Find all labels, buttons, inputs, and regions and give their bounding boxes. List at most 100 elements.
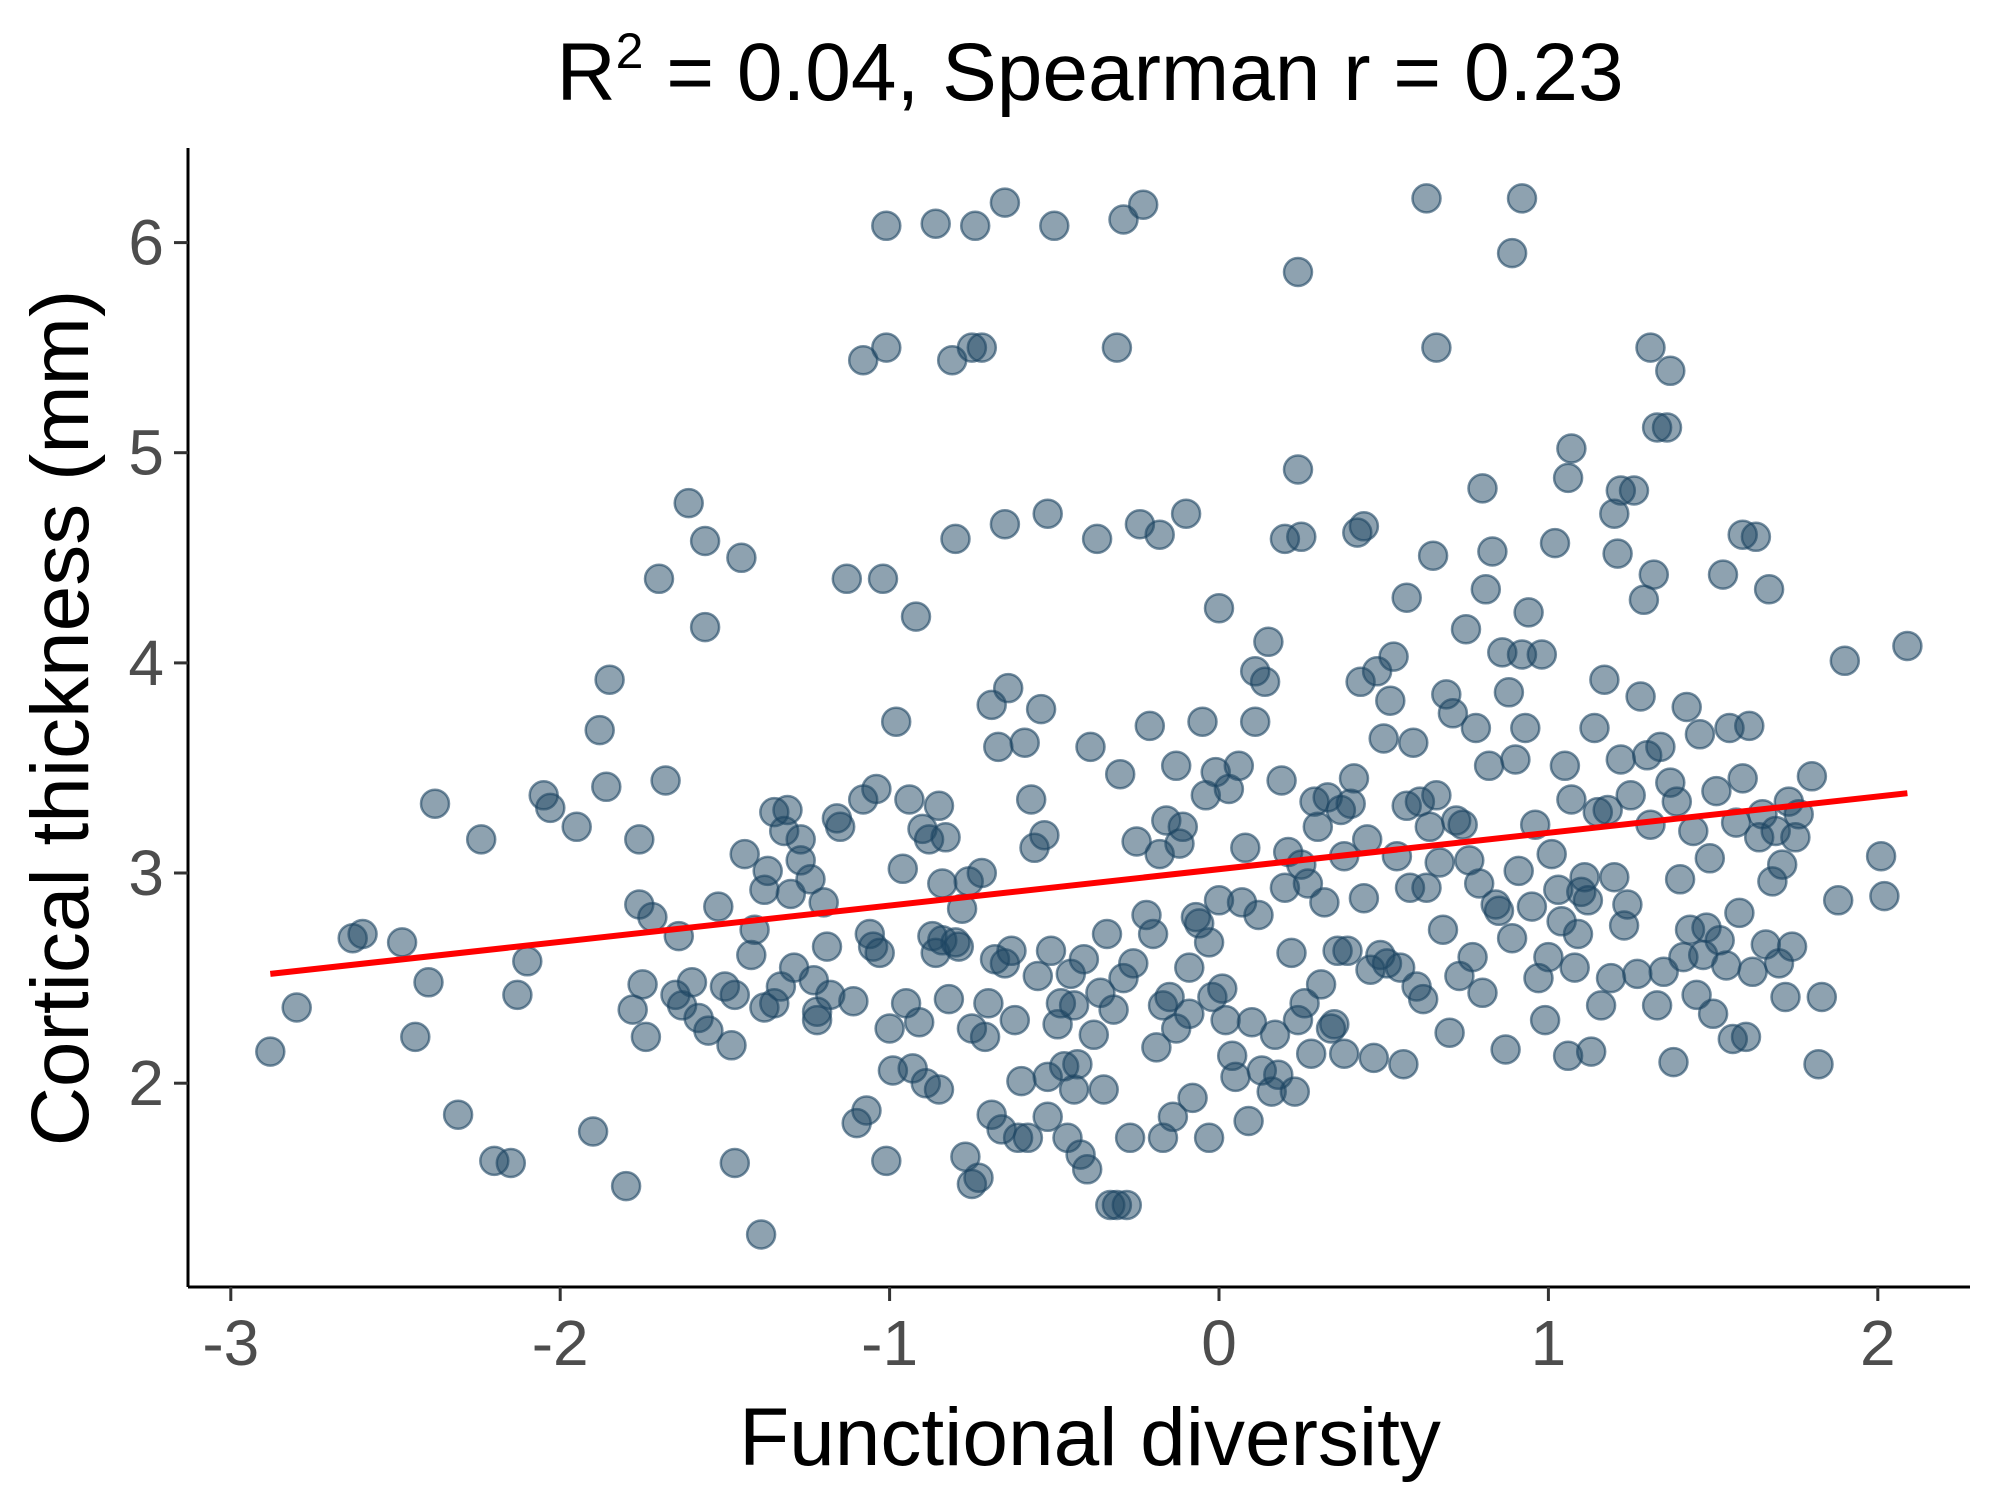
- data-point-233: [1328, 1038, 1360, 1069]
- data-point-346: [1697, 998, 1729, 1030]
- data-point-279: [1477, 536, 1508, 567]
- data-point-284: [1493, 677, 1525, 708]
- data-point-27: [637, 901, 668, 933]
- data-point-48: [745, 1219, 777, 1250]
- data-point-406: [1144, 519, 1175, 550]
- data-point-323: [1622, 958, 1653, 990]
- data-point-109: [959, 210, 991, 242]
- x-axis-ticks: -3 -2 -1 0 1 2: [202, 1287, 1896, 1379]
- data-point-20: [594, 664, 625, 695]
- data-point-79: [867, 563, 899, 595]
- data-point-88: [900, 601, 932, 632]
- data-point-287: [1503, 855, 1534, 887]
- data-point-356: [1730, 1021, 1762, 1053]
- data-point-38: [693, 1015, 724, 1046]
- data-point-245: [1368, 723, 1399, 754]
- data-point-400: [1467, 473, 1498, 504]
- data-point-131: [1025, 693, 1057, 725]
- x-tick-label-1: 1: [1531, 1307, 1567, 1379]
- data-point-16: [561, 811, 592, 843]
- data-point-374: [1803, 1048, 1834, 1080]
- data-point-148: [1075, 731, 1106, 763]
- data-point-367: [1766, 849, 1798, 880]
- data-point-12: [502, 979, 533, 1011]
- data-point-21: [610, 1170, 642, 1202]
- fit-layer: [269, 790, 1908, 977]
- y-axis-title: Cortical thickness (mm): [15, 290, 106, 1147]
- data-point-86: [894, 784, 925, 815]
- data-point-281: [1483, 895, 1515, 927]
- data-point-334: [1658, 1046, 1689, 1078]
- data-point-313: [1589, 664, 1620, 695]
- data-point-5: [400, 1021, 431, 1053]
- data-point-127: [1012, 1122, 1044, 1154]
- data-point-278: [1473, 750, 1505, 782]
- data-point-290: [1513, 597, 1544, 628]
- data-point-409: [1727, 519, 1758, 550]
- data-point-99: [930, 822, 961, 853]
- data-point-296: [1533, 941, 1564, 973]
- data-point-387: [1496, 237, 1528, 269]
- data-point-1: [281, 992, 312, 1023]
- data-point-259: [1411, 872, 1442, 903]
- data-point-310: [1579, 712, 1610, 744]
- data-point-83: [880, 706, 912, 737]
- chart-title-prefix: R: [556, 27, 615, 118]
- x-tick-label-2: 2: [1860, 1307, 1896, 1379]
- data-point-309: [1575, 1036, 1607, 1067]
- data-point-252: [1391, 582, 1422, 613]
- data-point-376: [1822, 885, 1854, 916]
- data-point-19: [591, 771, 622, 803]
- data-point-289: [1510, 712, 1541, 744]
- data-point-17: [577, 1116, 609, 1147]
- data-point-169: [1141, 1032, 1172, 1063]
- data-point-294: [1526, 639, 1558, 670]
- data-point-121: [992, 672, 1024, 704]
- data-point-189: [1193, 927, 1225, 958]
- data-point-375: [1806, 981, 1838, 1013]
- data-point-301: [1549, 750, 1581, 782]
- data-point-69: [824, 811, 856, 843]
- data-point-318: [1605, 744, 1637, 775]
- data-point-182: [1174, 998, 1205, 1030]
- data-point-264: [1427, 914, 1459, 945]
- data-point-28: [643, 563, 675, 595]
- data-point-242: [1358, 1042, 1390, 1074]
- data-point-335: [1661, 786, 1693, 817]
- data-point-273: [1457, 941, 1488, 973]
- data-point-401: [1032, 498, 1063, 529]
- data-point-373: [1796, 761, 1828, 792]
- data-point-110: [963, 1162, 994, 1193]
- data-point-342: [1684, 719, 1716, 750]
- data-point-378: [1865, 840, 1897, 872]
- data-point-363: [1753, 574, 1785, 605]
- data-point-385: [1411, 183, 1442, 214]
- x-tick-label--2: -2: [532, 1307, 589, 1379]
- data-point-33: [673, 487, 704, 519]
- data-point-235: [1335, 788, 1366, 819]
- data-point-267: [1437, 698, 1469, 729]
- data-point-248: [1378, 641, 1409, 672]
- data-point-295: [1529, 1004, 1561, 1036]
- data-point-43: [719, 979, 751, 1011]
- points-layer: [255, 183, 1923, 1250]
- data-point-217: [1279, 1076, 1311, 1107]
- data-point-370: [1776, 931, 1808, 962]
- data-point-180: [1170, 498, 1202, 529]
- data-point-0: [255, 1036, 286, 1067]
- x-tick-label--3: -3: [202, 1307, 259, 1379]
- data-point-305: [1562, 918, 1594, 950]
- data-point-303: [1556, 784, 1587, 815]
- data-point-71: [838, 985, 869, 1017]
- data-point-174: [1154, 981, 1185, 1013]
- data-point-142: [1058, 990, 1090, 1021]
- data-point-348: [1704, 925, 1735, 956]
- data-point-229: [1319, 1009, 1350, 1040]
- data-point-167: [1134, 710, 1166, 742]
- data-point-234: [1332, 935, 1363, 967]
- y-tick-label-6: 6: [128, 207, 164, 279]
- data-point-188: [1193, 1122, 1225, 1154]
- data-point-103: [943, 931, 975, 962]
- data-point-271: [1450, 613, 1482, 645]
- data-point-262: [1421, 780, 1452, 811]
